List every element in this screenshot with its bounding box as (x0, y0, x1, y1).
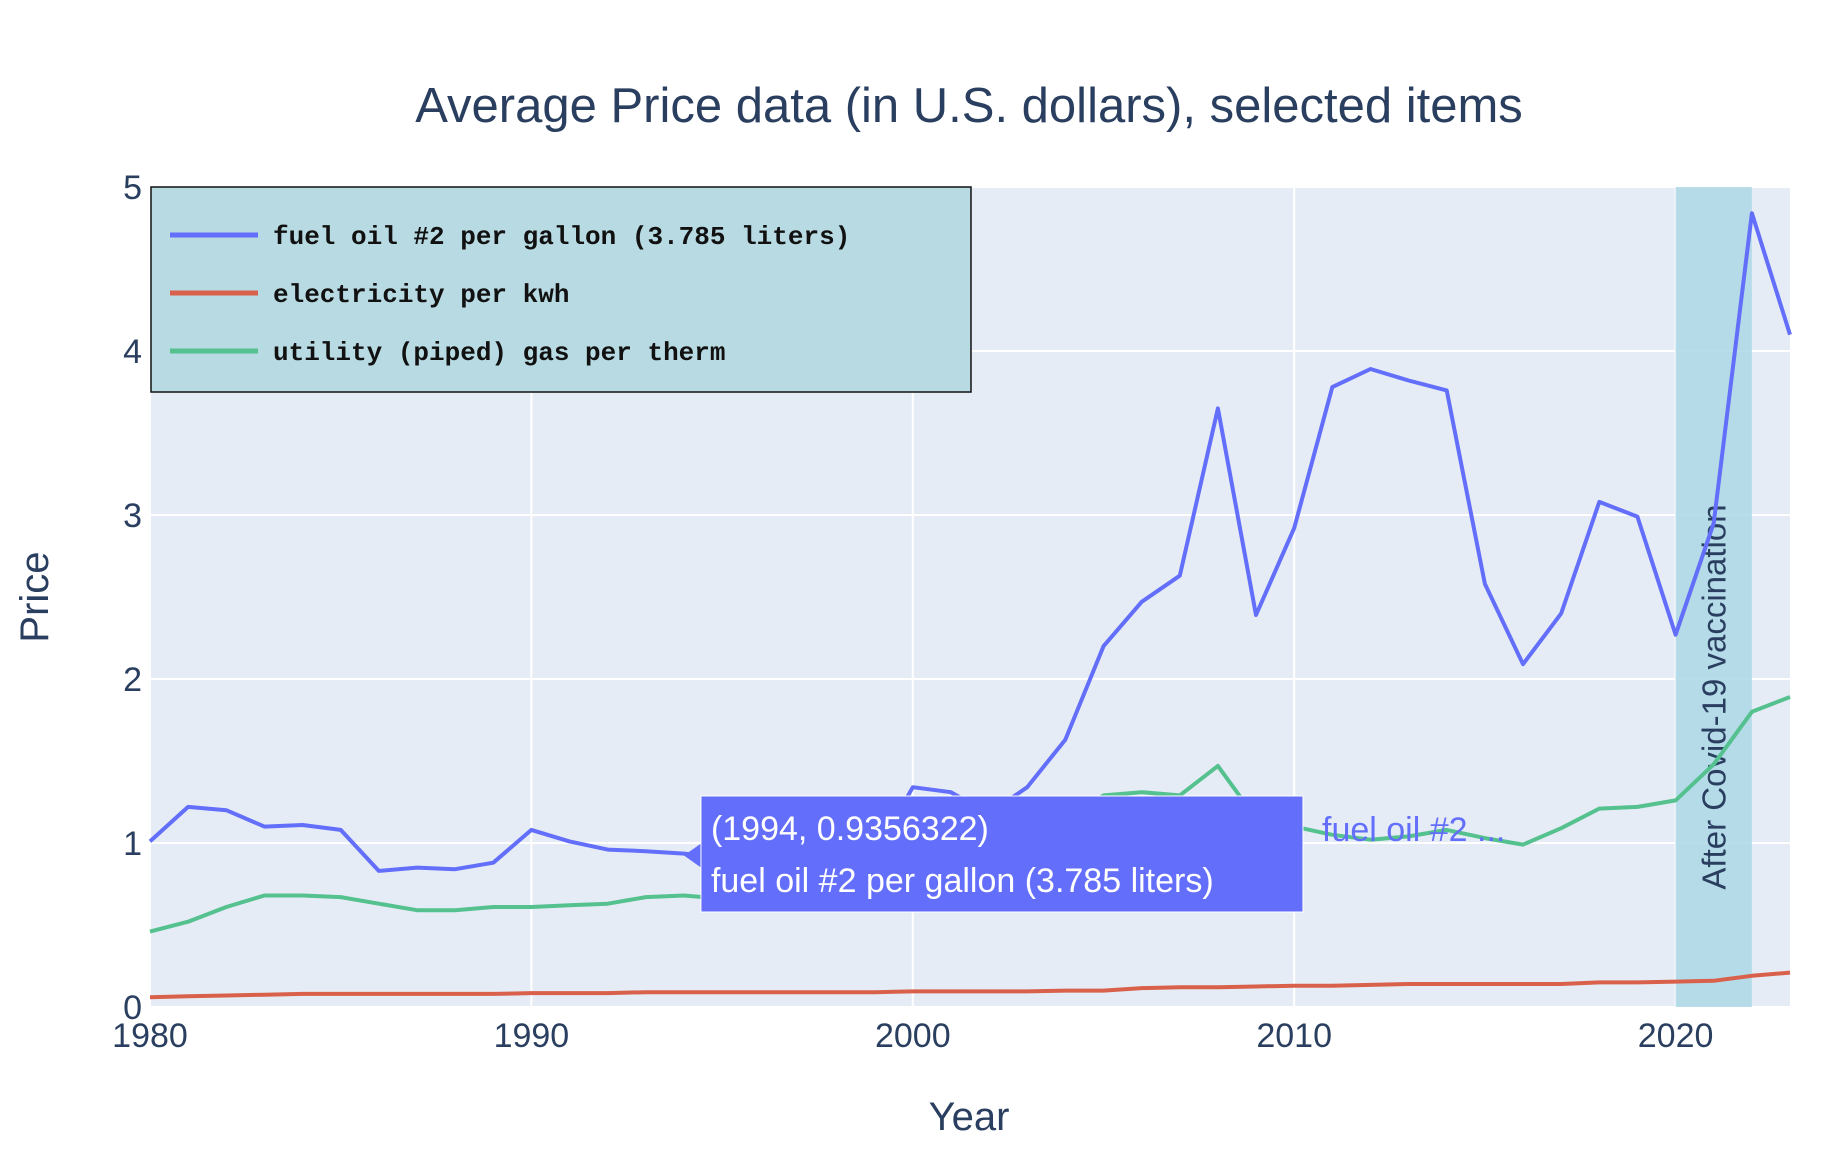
chart-title: Average Price data (in U.S. dollars), se… (415, 79, 1523, 133)
y-tick-label: 4 (123, 333, 142, 371)
hover-pointer (683, 843, 701, 868)
legend-item[interactable]: electricity per kwh (170, 280, 569, 310)
hover-box (700, 795, 1304, 913)
hover-ghost-label: fuel oil #2 ... (1322, 811, 1505, 849)
legend-item[interactable]: utility (piped) gas per therm (170, 338, 725, 368)
y-tick-label: 0 (123, 989, 142, 1027)
legend-label: fuel oil #2 per gallon (3.785 liters) (273, 222, 850, 252)
y-tick-label: 3 (123, 497, 142, 535)
legend[interactable]: fuel oil #2 per gallon (3.785 liters) ele… (150, 186, 972, 393)
series-line[interactable] (149, 970, 1791, 1000)
hover-coordinates: (1994, 0.9356322) (711, 810, 989, 848)
legend-item[interactable]: fuel oil #2 per gallon (3.785 liters) (170, 222, 850, 252)
x-tick-label: 2000 (875, 1017, 951, 1055)
hover-tooltip: (1994, 0.9356322) fuel oil #2 per gallon … (683, 795, 1505, 913)
x-tick-label: 2020 (1638, 1017, 1714, 1055)
shaded-region-label: After Covid-19 vaccination (1696, 504, 1733, 889)
x-tick-label: 1990 (494, 1017, 570, 1055)
x-tick-label: 2010 (1256, 1017, 1332, 1055)
hover-series-name: fuel oil #2 per gallon (3.785 liters) (711, 862, 1214, 900)
legend-label: electricity per kwh (273, 280, 569, 310)
x-axis-title: Year (929, 1095, 1010, 1139)
legend-box (150, 186, 972, 393)
x-axis-ticks: 1980 1990 2000 2010 2020 (112, 1017, 1713, 1055)
y-tick-label: 2 (123, 661, 142, 699)
y-axis-ticks: 0 1 2 3 4 5 (123, 169, 142, 1027)
y-tick-label: 5 (123, 169, 142, 207)
y-tick-label: 1 (123, 825, 142, 863)
legend-label: utility (piped) gas per therm (273, 338, 725, 368)
y-axis-title: Price (13, 551, 57, 642)
x-tick-label: 1980 (112, 1017, 188, 1055)
